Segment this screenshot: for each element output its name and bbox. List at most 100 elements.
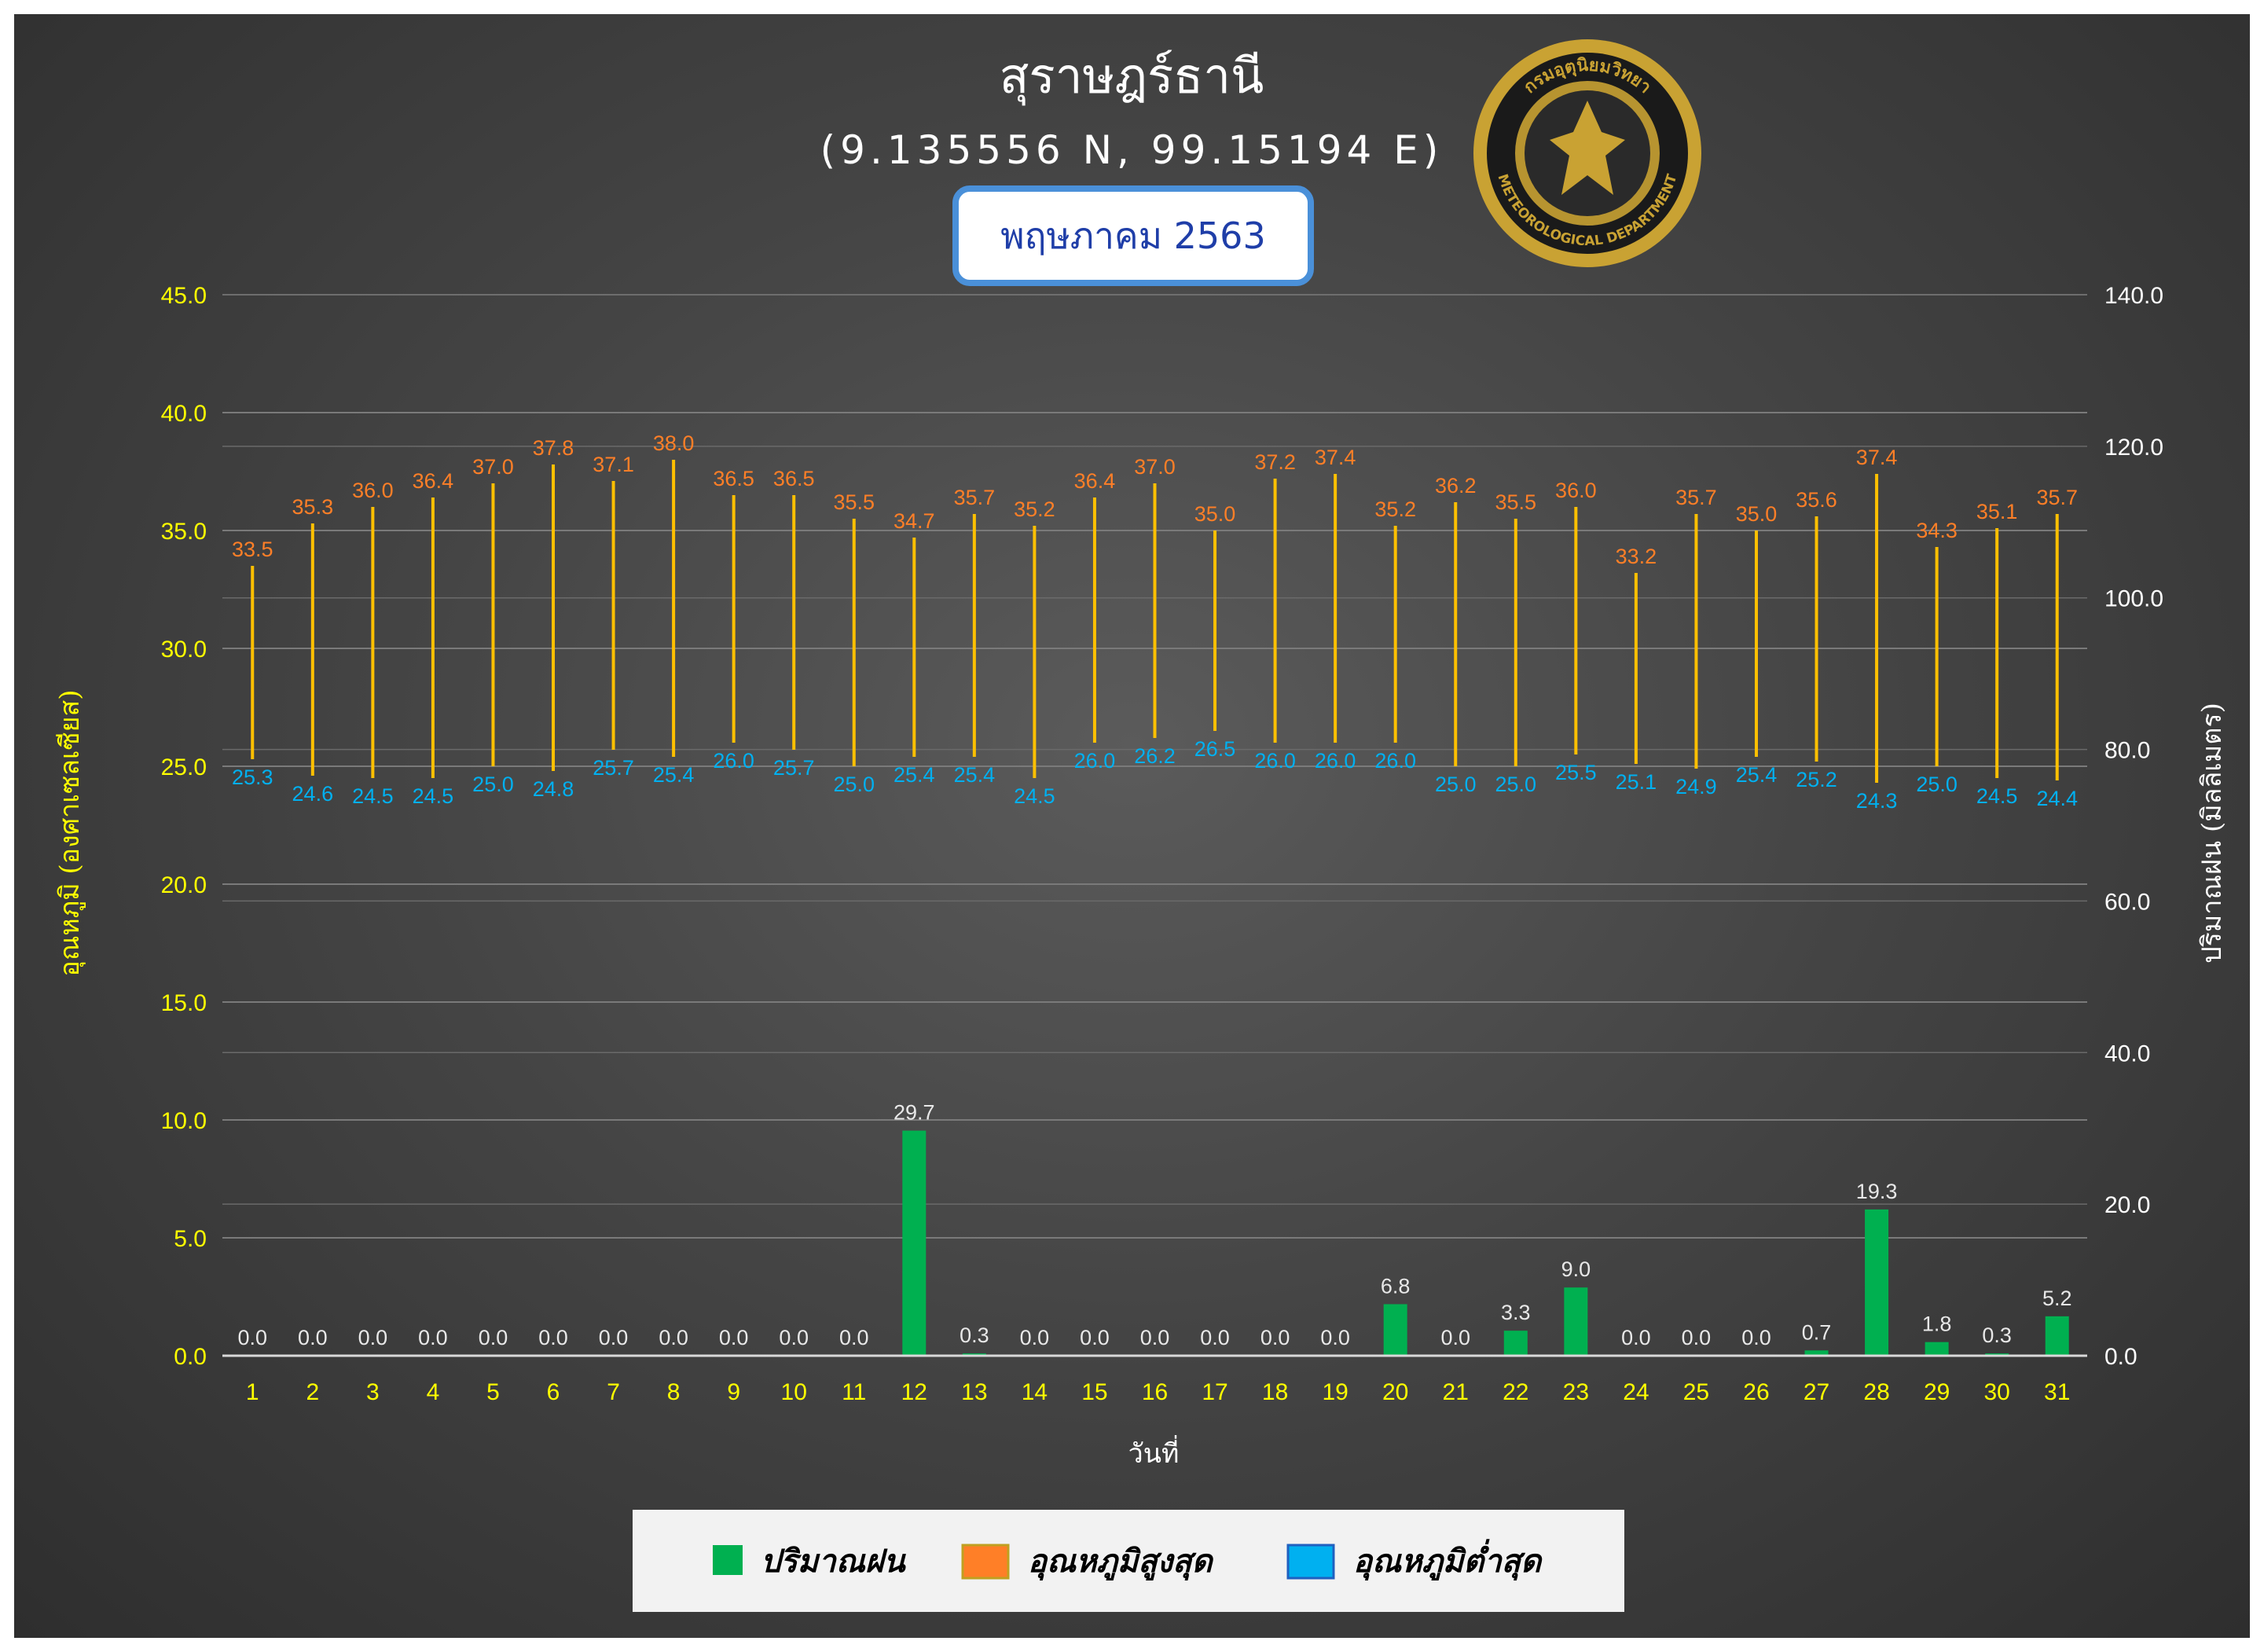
tmax-data-label: 35.6 [1796, 488, 1837, 512]
x-tick-label: 5 [486, 1379, 500, 1405]
meteorological-department-seal: กรมอุตุนิยมวิทยา METEOROLOGICAL DEPARTME… [1473, 39, 1701, 267]
tmin-data-label: 26.5 [1194, 737, 1236, 761]
x-tick-label: 6 [547, 1379, 560, 1405]
tmax-data-label: 34.3 [1916, 519, 1958, 542]
rain-data-label: 0.0 [1320, 1326, 1350, 1349]
rain-data-label: 0.0 [1621, 1326, 1651, 1349]
rain-data-label: 0.0 [298, 1326, 328, 1349]
x-tick-label: 31 [2044, 1379, 2070, 1405]
x-tick-label: 13 [961, 1379, 987, 1405]
tmax-data-label: 37.2 [1254, 450, 1296, 474]
rain-data-label: 0.0 [538, 1326, 568, 1349]
tmin-data-label: 26.0 [1374, 749, 1416, 773]
tmin-data-label: 26.0 [1254, 749, 1296, 773]
tmin-data-label: 24.3 [1856, 789, 1898, 813]
rain-bar-20 [1383, 1304, 1407, 1356]
x-tick-label: 26 [1743, 1379, 1769, 1405]
rain-bar-28 [1865, 1209, 1889, 1356]
y-right-tick-label: 40.0 [2104, 1041, 2150, 1066]
y-axis-left-title: อุณหภูมิ (องศาเซลเซียส) [54, 689, 86, 976]
tmin-data-label: 26.0 [1315, 749, 1356, 773]
right-axis-ticks: 0.0 20.0 40.0 60.0 80.0 100.0 120.0 140.0 [2104, 283, 2163, 1370]
rain-data-label: 0.3 [1982, 1323, 2012, 1347]
rain-data-label: 5.2 [2042, 1287, 2072, 1310]
tmin-data-label: 26.0 [1074, 749, 1116, 773]
y-right-tick-label: 140.0 [2104, 283, 2163, 309]
y-right-tick-label: 20.0 [2104, 1192, 2150, 1218]
tmin-data-label: 24.5 [352, 784, 394, 808]
rain-data-label: 3.3 [1501, 1301, 1531, 1324]
tmax-data-label: 37.1 [593, 453, 634, 476]
y-left-tick-label: 20.0 [161, 872, 207, 898]
y-right-tick-label: 120.0 [2104, 435, 2163, 461]
rain-data-label: 0.0 [779, 1326, 809, 1349]
rain-data-label: 1.8 [1922, 1312, 1952, 1336]
tmax-data-label: 36.5 [713, 467, 754, 490]
tmin-data-label: 24.6 [292, 782, 334, 806]
tmin-data-label: 25.0 [472, 773, 514, 796]
tmin-data-label: 25.2 [1796, 768, 1837, 791]
tmax-data-label: 34.7 [893, 509, 935, 533]
tmin-data-label: 26.0 [713, 749, 754, 773]
month-badge: พฤษภาคม 2563 [952, 185, 1314, 286]
rain-data-label: 0.0 [1682, 1326, 1712, 1349]
rain-bar-29 [1925, 1342, 1949, 1356]
y-left-tick-label: 25.0 [161, 754, 207, 780]
rain-data-label: 0.7 [1802, 1320, 1832, 1344]
tmax-data-label: 35.2 [1014, 497, 1055, 521]
x-tick-label: 7 [607, 1379, 620, 1405]
tmax-data-label: 33.5 [232, 538, 273, 561]
legend-label-tmin: อุณหภูมิต่ำสุด [1353, 1539, 1543, 1581]
y-left-tick-label: 45.0 [161, 283, 207, 309]
x-axis-title: วันที่ [1128, 1435, 1180, 1470]
tmax-data-label: 35.0 [1736, 502, 1778, 526]
rain-data-label: 0.0 [599, 1326, 629, 1349]
x-tick-label: 15 [1081, 1379, 1107, 1405]
rain-data-label: 6.8 [1381, 1274, 1411, 1298]
x-tick-label: 22 [1503, 1379, 1528, 1405]
tmax-data-label: 36.4 [1074, 469, 1116, 493]
legend-label-tmax: อุณหภูมิสูงสุด [1028, 1543, 1214, 1581]
x-tick-label: 8 [667, 1379, 681, 1405]
tmin-data-label: 25.4 [954, 763, 996, 787]
rain-data-label: 0.0 [839, 1326, 869, 1349]
tmin-data-label: 25.5 [1555, 761, 1597, 784]
data-labels: 0.0 33.5 25.3 0.0 35.3 24.6 0.0 36.0 24.5 0.0 36.4… [232, 431, 2078, 1349]
y-right-tick-label: 0.0 [2104, 1344, 2137, 1370]
x-tick-label: 10 [781, 1379, 807, 1405]
tmax-data-label: 38.0 [653, 431, 695, 455]
x-tick-label: 18 [1262, 1379, 1288, 1405]
legend-swatch-tmax [961, 1544, 1010, 1580]
tmax-data-label: 36.2 [1435, 474, 1477, 497]
tmax-data-label: 36.0 [352, 479, 394, 502]
tmax-data-label: 35.5 [1495, 490, 1537, 514]
tmin-data-label: 25.0 [1495, 773, 1537, 796]
rain-data-label: 0.0 [719, 1326, 749, 1349]
x-tick-label: 25 [1683, 1379, 1709, 1405]
tmin-data-label: 25.4 [893, 763, 935, 787]
rain-data-label: 0.0 [1260, 1326, 1290, 1349]
rain-data-label: 0.0 [418, 1326, 448, 1349]
legend-swatch-tmin [1286, 1544, 1335, 1580]
x-tick-label: 14 [1022, 1379, 1048, 1405]
tmax-data-label: 35.7 [954, 486, 996, 509]
tmax-data-label: 35.2 [1374, 497, 1416, 521]
tmax-data-label: 35.3 [292, 495, 334, 519]
rain-data-label: 0.3 [960, 1323, 989, 1347]
tmin-data-label: 25.0 [833, 773, 875, 796]
tmax-data-label: 35.7 [1675, 486, 1717, 509]
rain-bar-22 [1503, 1331, 1528, 1356]
x-tick-label: 30 [1983, 1379, 2009, 1405]
tmax-data-label: 37.8 [533, 436, 574, 460]
rain-data-label: 19.3 [1856, 1180, 1898, 1203]
tmax-data-label: 35.7 [2036, 486, 2078, 509]
rain-data-label: 0.0 [358, 1326, 388, 1349]
tmin-data-label: 25.0 [1435, 773, 1477, 796]
tmin-data-label: 25.4 [653, 763, 695, 787]
tmin-data-label: 24.4 [2036, 787, 2078, 810]
month-badge-text: พฤษภาคม 2563 [1000, 215, 1265, 257]
x-tick-label: 3 [366, 1379, 380, 1405]
tmax-data-label: 33.2 [1616, 545, 1657, 568]
rain-data-label: 0.0 [1020, 1326, 1050, 1349]
tmin-data-label: 25.1 [1616, 770, 1657, 794]
